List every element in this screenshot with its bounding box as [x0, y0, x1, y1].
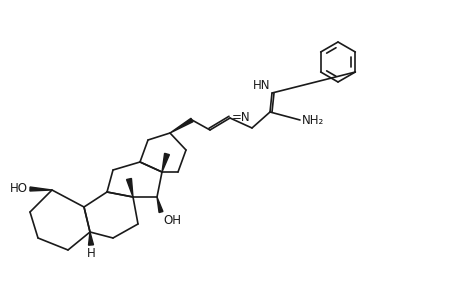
- Text: HN: HN: [252, 79, 269, 92]
- Text: NH₂: NH₂: [302, 113, 324, 127]
- Polygon shape: [162, 153, 169, 172]
- Text: OH: OH: [162, 214, 180, 227]
- Polygon shape: [88, 232, 93, 245]
- Polygon shape: [157, 197, 162, 212]
- Text: H: H: [86, 247, 95, 260]
- Text: =N: =N: [231, 110, 250, 124]
- Polygon shape: [126, 178, 133, 197]
- Polygon shape: [170, 118, 193, 133]
- Text: HO: HO: [10, 182, 28, 196]
- Polygon shape: [30, 187, 52, 191]
